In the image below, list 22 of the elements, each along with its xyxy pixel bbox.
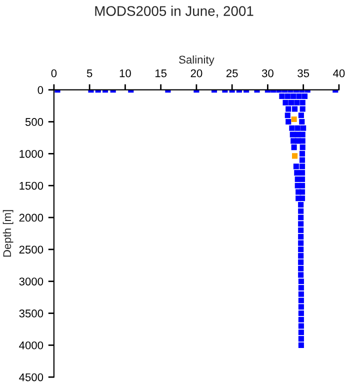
y-tick-label: 2500 xyxy=(19,246,44,254)
x-tick-label: 10 xyxy=(120,69,131,78)
x-tick-label: 20 xyxy=(190,69,202,78)
y-tick-label: 2000 xyxy=(19,214,44,222)
x-tick-label: 30 xyxy=(262,69,274,78)
x-tick-label: 0 xyxy=(51,69,57,78)
x-tick-label: 25 xyxy=(226,69,238,78)
x-tick-label: 15 xyxy=(155,69,167,78)
x-tick-label: 40 xyxy=(333,69,345,78)
y-tick-label: 1500 xyxy=(20,182,44,190)
x-tick-label: 5 xyxy=(86,69,92,78)
y-tick-label: 4000 xyxy=(19,341,44,350)
y-tick-label: 1000 xyxy=(20,150,44,158)
y-axis-title: Depth [m] xyxy=(2,210,14,257)
y-tick-label: 3000 xyxy=(19,278,44,286)
y-tick-label: 0 xyxy=(38,86,44,94)
y-tick-label: 3500 xyxy=(19,310,44,318)
x-tick-label: 35 xyxy=(298,69,310,78)
y-tick-label: 500 xyxy=(25,118,44,126)
chart-title: MODS2005 in June, 2001 xyxy=(95,6,254,18)
y-tick-label: 4500 xyxy=(19,373,44,382)
x-axis-title: Salinity xyxy=(179,55,214,66)
